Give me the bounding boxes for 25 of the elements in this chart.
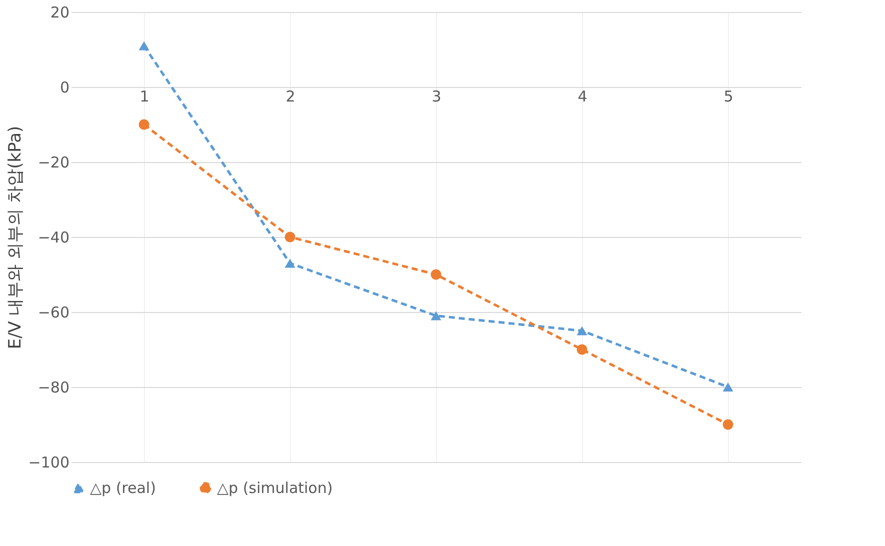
point	[138, 119, 150, 130]
y-axis-title: E/V 내부와 외부의 차압(kPa)	[5, 126, 26, 350]
point	[284, 258, 296, 268]
x-tick-label: 1	[140, 88, 150, 106]
point	[430, 269, 442, 280]
point	[576, 326, 588, 336]
x-tick-label: 5	[724, 88, 734, 106]
y-tick-label: −40	[38, 228, 70, 246]
x-tick-label: 4	[578, 88, 588, 106]
y-tick-label: −100	[28, 454, 70, 472]
y-tick-label: 0	[60, 78, 70, 96]
y-tick-label: −20	[38, 154, 70, 172]
legend-label: △p (real)	[90, 479, 156, 498]
point	[430, 311, 442, 320]
point	[138, 41, 150, 50]
point	[722, 419, 734, 430]
x-tick-label: 2	[286, 88, 296, 106]
legend-label: △p (simulation)	[217, 478, 333, 497]
x-tick-label: 3	[432, 88, 442, 106]
y-tick-label: −80	[38, 378, 70, 396]
point	[576, 344, 588, 355]
y-tick-label: −60	[38, 304, 70, 322]
point	[722, 382, 734, 392]
y-tick-label: 20	[50, 4, 70, 22]
point	[284, 232, 296, 242]
